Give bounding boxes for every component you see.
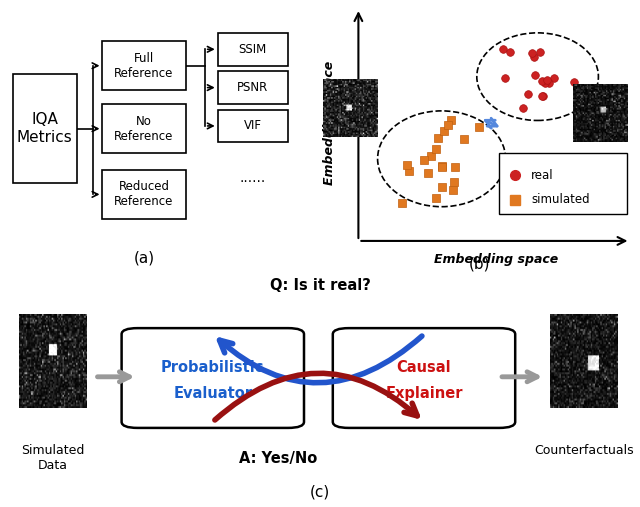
FancyArrowPatch shape: [502, 372, 537, 382]
Text: (a): (a): [133, 250, 155, 266]
FancyArrowPatch shape: [207, 47, 213, 52]
Text: (b): (b): [469, 256, 491, 271]
FancyArrowPatch shape: [220, 336, 422, 383]
Text: IQA
Metrics: IQA Metrics: [17, 113, 73, 145]
Text: Embedding space: Embedding space: [323, 61, 336, 186]
FancyArrowPatch shape: [207, 85, 213, 90]
Text: Reduced
Reference: Reduced Reference: [115, 180, 173, 208]
Text: Causal: Causal: [397, 360, 451, 375]
Text: Explainer: Explainer: [385, 386, 463, 401]
Text: Full
Reference: Full Reference: [115, 52, 173, 80]
Bar: [102, 170, 186, 219]
Text: ......: ......: [239, 171, 266, 185]
FancyBboxPatch shape: [333, 328, 515, 428]
Bar: [218, 110, 288, 142]
Text: real: real: [531, 169, 554, 182]
FancyArrowPatch shape: [215, 373, 417, 420]
Text: Counterfactuals: Counterfactuals: [534, 444, 634, 457]
Text: Embedding space: Embedding space: [434, 252, 558, 266]
Text: VIF: VIF: [244, 120, 262, 132]
Text: PSNR: PSNR: [237, 81, 268, 94]
Bar: [102, 104, 186, 153]
Text: Evaluator: Evaluator: [173, 386, 252, 401]
Text: SSIM: SSIM: [239, 43, 267, 56]
Bar: [499, 153, 627, 213]
Bar: [218, 71, 288, 104]
FancyBboxPatch shape: [122, 328, 304, 428]
Text: No
Reference: No Reference: [115, 115, 173, 142]
Text: simulated: simulated: [531, 193, 590, 206]
Bar: [102, 41, 186, 90]
Text: Q: Is it real?: Q: Is it real?: [269, 278, 371, 293]
FancyArrowPatch shape: [97, 372, 129, 382]
FancyArrowPatch shape: [207, 123, 213, 129]
FancyArrowPatch shape: [92, 192, 98, 197]
FancyArrowPatch shape: [92, 63, 98, 68]
FancyArrowPatch shape: [361, 237, 625, 245]
FancyArrowPatch shape: [92, 126, 98, 131]
FancyArrowPatch shape: [485, 118, 497, 128]
Text: Probabilistic: Probabilistic: [161, 360, 264, 375]
Bar: [13, 74, 77, 184]
Text: (c): (c): [310, 485, 330, 500]
FancyArrowPatch shape: [355, 13, 362, 238]
Bar: [218, 33, 288, 66]
Text: Simulated
Data: Simulated Data: [21, 444, 85, 472]
Text: A: Yes/No: A: Yes/No: [239, 451, 317, 466]
